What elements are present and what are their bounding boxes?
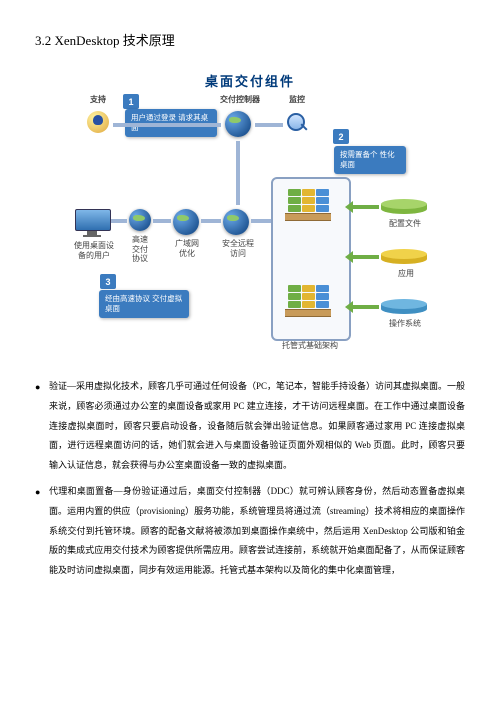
stack-bottom-icon bbox=[285, 285, 331, 317]
label-user: 使用桌面设 备的用户 bbox=[69, 241, 119, 260]
section-title: 3.2 XenDesktop 技术原理 bbox=[35, 30, 465, 49]
arrow-g3-head bbox=[345, 301, 353, 313]
arrow-g3 bbox=[349, 305, 379, 309]
arrow-g1-head bbox=[345, 201, 353, 213]
bullet-dot-icon: ● bbox=[35, 482, 49, 581]
arrow-2 bbox=[255, 123, 283, 127]
arrow-m4 bbox=[251, 219, 271, 223]
arrow-1 bbox=[113, 123, 221, 127]
bullet-content: 代理和桌面置备—身份验证通过后，桌面交付控制器（DDC）就可辨认顾客身份，然后动… bbox=[49, 482, 465, 581]
globe-protocol-icon bbox=[129, 209, 151, 231]
bar-provision-text: 按需置备个 性化桌面 bbox=[340, 150, 395, 169]
label-support: 支持 bbox=[90, 95, 106, 105]
bullet-dot-icon: ● bbox=[35, 377, 49, 476]
bullet-item: ● 代理和桌面置备—身份验证通过后，桌面交付控制器（DDC）就可辨认顾客身份，然… bbox=[35, 482, 465, 581]
arrow-g2 bbox=[349, 255, 379, 259]
disk-app-icon bbox=[381, 249, 427, 265]
label-profile: 配置文件 bbox=[385, 219, 425, 229]
bullet-item: ● 验证—采用虚拟化技术，顾客几乎可通过任何设备（PC，笔记本，智能手持设备）访… bbox=[35, 377, 465, 476]
label-monitor: 监控 bbox=[289, 95, 305, 105]
bar-deliver: 经由高速协议 交付虚拟桌面 bbox=[99, 290, 189, 318]
arrow-g2-head bbox=[345, 251, 353, 263]
diagram-container: 桌面交付组件 支持 交付控制器 监控 1 用户通过登录 请求其桌面 2 按需置备… bbox=[35, 69, 465, 359]
label-app: 应用 bbox=[391, 269, 421, 279]
disk-os-icon bbox=[381, 299, 427, 315]
body-text: ● 验证—采用虚拟化技术，顾客几乎可通过任何设备（PC，笔记本，智能手持设备）访… bbox=[35, 377, 465, 581]
bar-provision: 按需置备个 性化桌面 bbox=[334, 146, 406, 174]
person-icon bbox=[87, 111, 109, 133]
arrow-m2 bbox=[153, 219, 171, 223]
arrow-m1 bbox=[111, 219, 127, 223]
badge-1: 1 bbox=[123, 94, 139, 109]
bullet-content: 验证—采用虚拟化技术，顾客几乎可通过任何设备（PC，笔记本，智能手持设备）访问其… bbox=[49, 377, 465, 476]
architecture-diagram: 桌面交付组件 支持 交付控制器 监控 1 用户通过登录 请求其桌面 2 按需置备… bbox=[65, 69, 435, 359]
document-page: 3.2 XenDesktop 技术原理 桌面交付组件 支持 交付控制器 监控 1… bbox=[0, 0, 500, 607]
label-secure: 安全远程 访问 bbox=[215, 239, 261, 258]
magnifier-icon bbox=[287, 113, 307, 133]
bar-deliver-text: 经由高速协议 交付虚拟桌面 bbox=[105, 294, 182, 313]
label-wan: 广域网 优化 bbox=[167, 239, 207, 258]
disk-profile-icon bbox=[381, 199, 427, 215]
stack-top-icon bbox=[285, 189, 331, 221]
arrow-m3 bbox=[201, 219, 221, 223]
label-infra: 托管式基础架构 bbox=[265, 341, 355, 351]
badge-2: 2 bbox=[333, 129, 349, 144]
diagram-title: 桌面交付组件 bbox=[65, 71, 435, 90]
globe-secure-icon bbox=[223, 209, 249, 235]
label-controller: 交付控制器 bbox=[220, 95, 260, 105]
badge-3: 3 bbox=[100, 274, 116, 289]
globe-wan-icon bbox=[173, 209, 199, 235]
globe-controller-icon bbox=[225, 111, 251, 137]
monitor-icon bbox=[75, 209, 109, 235]
label-protocol: 高速 交付 协议 bbox=[123, 235, 157, 264]
arrow-v1 bbox=[236, 141, 240, 205]
arrow-g1 bbox=[349, 205, 379, 209]
label-os: 操作系统 bbox=[385, 319, 425, 329]
